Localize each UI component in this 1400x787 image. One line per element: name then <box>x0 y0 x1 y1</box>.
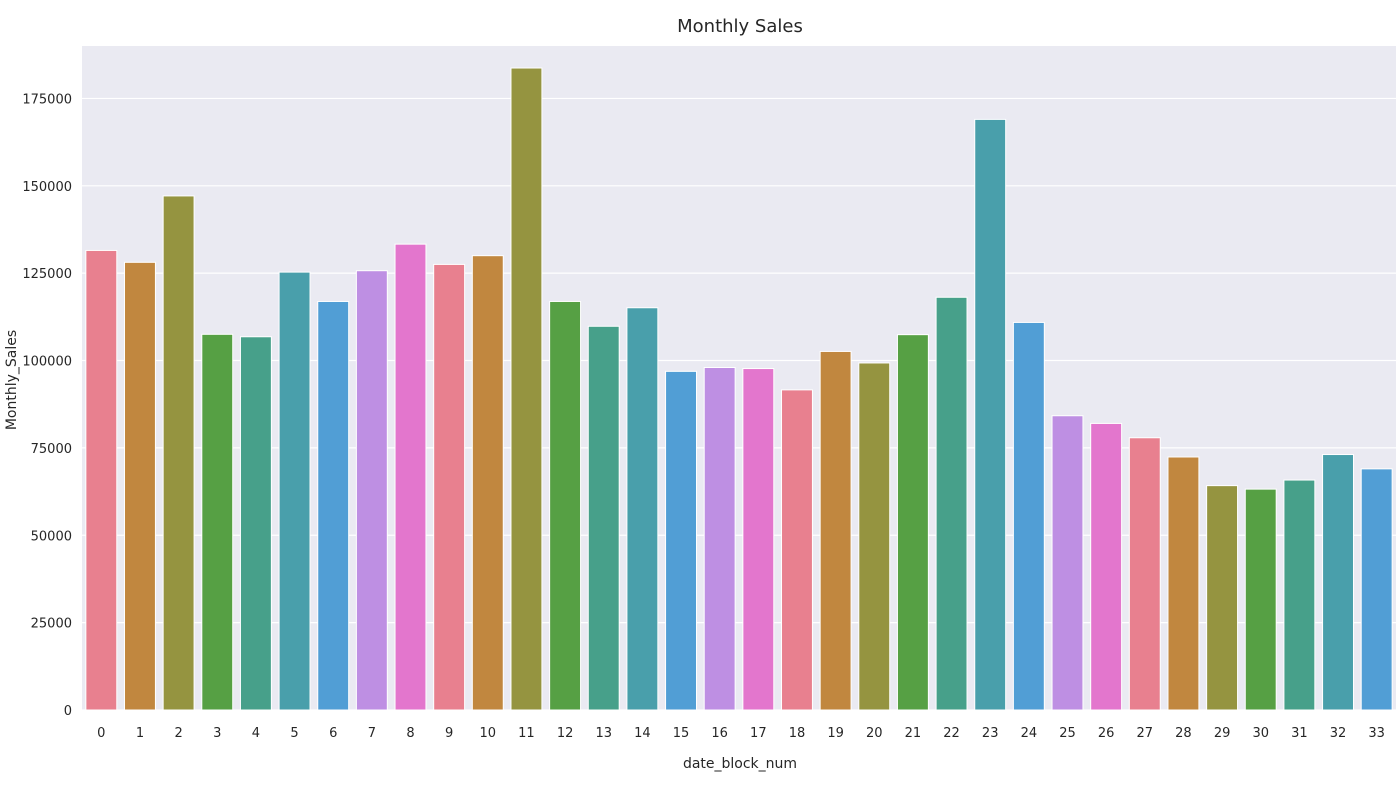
bar-28 <box>1167 456 1200 711</box>
chart-title: Monthly Sales <box>677 16 803 37</box>
y-tick-label: 175000 <box>22 92 72 107</box>
x-tick-label: 6 <box>329 726 337 741</box>
y-tick-label: 100000 <box>22 355 72 370</box>
bar-25 <box>1051 415 1084 711</box>
x-tick-label: 32 <box>1330 726 1347 741</box>
x-tick-label: 13 <box>595 726 612 741</box>
x-tick-label: 18 <box>789 726 806 741</box>
bar-29 <box>1206 485 1239 711</box>
bar-14 <box>626 307 659 711</box>
x-tick-label: 21 <box>905 726 922 741</box>
x-tick-label: 8 <box>406 726 414 741</box>
x-tick-label: 14 <box>634 726 651 741</box>
y-tick-label: 125000 <box>22 267 72 282</box>
x-tick-label: 0 <box>97 726 105 741</box>
bars <box>85 67 1393 711</box>
x-tick-label: 3 <box>213 726 221 741</box>
bar-19 <box>819 350 852 711</box>
y-axis-title: Monthly_Sales <box>4 330 20 430</box>
bar-11 <box>510 67 543 711</box>
x-tick-label: 5 <box>290 726 298 741</box>
bar-3 <box>201 333 234 711</box>
x-tick-label: 1 <box>136 726 144 741</box>
bar-12 <box>549 300 582 711</box>
x-tick-label: 25 <box>1059 726 1076 741</box>
bar-1 <box>124 261 156 711</box>
bar-2 <box>162 195 195 711</box>
x-tick-label: 27 <box>1137 726 1154 741</box>
x-axis-ticks: 0 1 2 3 4 5 6 7 8 9 10 11 12 13 14 15 16 17 18 19 20 21 22 23 24… <box>97 726 1385 741</box>
bar-8 <box>394 243 427 711</box>
x-tick-label: 2 <box>174 726 182 741</box>
x-axis-title: date_block_num <box>683 756 797 772</box>
bar-7 <box>355 270 388 711</box>
x-tick-label: 22 <box>943 726 960 741</box>
y-tick-label: 75000 <box>31 442 72 457</box>
x-tick-label: 29 <box>1214 726 1231 741</box>
bar-32 <box>1322 454 1354 711</box>
x-tick-label: 31 <box>1291 726 1308 741</box>
bar-27 <box>1128 437 1161 711</box>
x-tick-label: 23 <box>982 726 999 741</box>
bar-9 <box>433 263 466 711</box>
bar-6 <box>317 300 350 711</box>
x-tick-label: 20 <box>866 726 883 741</box>
bar-33 <box>1360 468 1393 711</box>
x-tick-label: 17 <box>750 726 767 741</box>
bar-4 <box>239 336 272 711</box>
y-tick-label: 50000 <box>31 529 72 544</box>
bar-17 <box>742 368 775 711</box>
bar-30 <box>1244 488 1277 711</box>
y-axis-ticks: 0 25000 50000 75000 100000 125000 150000 175000 <box>22 92 72 719</box>
x-tick-label: 16 <box>711 726 728 741</box>
bar-23 <box>974 118 1007 711</box>
bar-20 <box>858 362 891 711</box>
y-tick-label: 25000 <box>31 617 72 632</box>
x-tick-label: 4 <box>252 726 260 741</box>
bar-18 <box>781 389 813 711</box>
x-tick-label: 7 <box>368 726 376 741</box>
x-tick-label: 33 <box>1368 726 1385 741</box>
x-tick-label: 19 <box>827 726 844 741</box>
bar-26 <box>1090 422 1123 711</box>
x-tick-label: 26 <box>1098 726 1115 741</box>
y-tick-label: 0 <box>64 704 72 719</box>
bar-5 <box>278 271 311 711</box>
x-tick-label: 10 <box>480 726 497 741</box>
bar-21 <box>896 334 929 711</box>
x-tick-label: 12 <box>557 726 574 741</box>
x-tick-label: 9 <box>445 726 453 741</box>
bar-22 <box>935 296 968 711</box>
bar-15 <box>665 370 697 711</box>
bar-13 <box>587 325 620 711</box>
x-tick-label: 15 <box>673 726 690 741</box>
bar-31 <box>1283 479 1316 711</box>
x-tick-label: 24 <box>1021 726 1038 741</box>
x-tick-label: 30 <box>1252 726 1269 741</box>
bar-24 <box>1012 321 1045 711</box>
bar-16 <box>703 367 736 711</box>
y-tick-label: 150000 <box>22 180 72 195</box>
bar-0 <box>85 249 118 711</box>
bar-10 <box>471 255 504 711</box>
x-tick-label: 28 <box>1175 726 1192 741</box>
x-tick-label: 11 <box>518 726 535 741</box>
